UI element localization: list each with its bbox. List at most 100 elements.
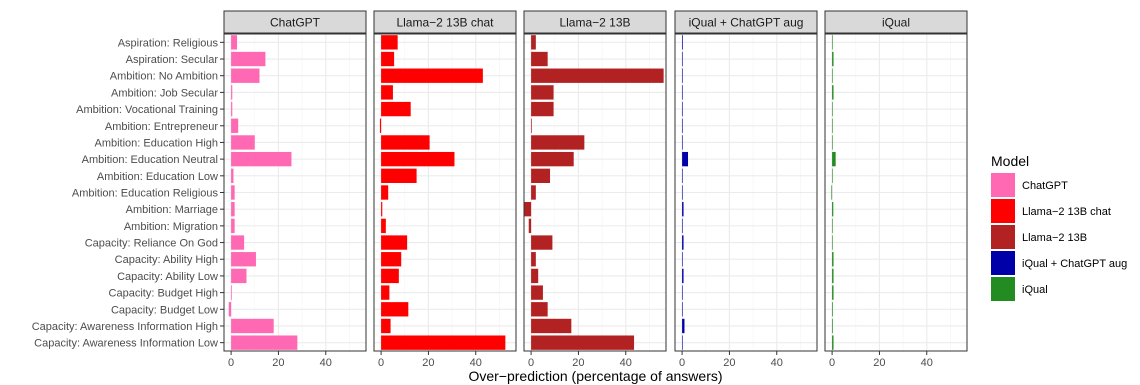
category-label: Capacity: Awareness Information High: [32, 321, 218, 333]
bar-llama-2-13b-chat: [381, 85, 393, 100]
bar-chatgpt: [231, 168, 234, 183]
category-label: Capacity: Budget High: [109, 288, 218, 300]
bar-llama-2-13b-chat: [381, 185, 389, 200]
category-label: Capacity: Awareness Information Low: [34, 338, 218, 350]
bar-iqual-chatgpt-aug: [682, 218, 683, 234]
bar-iqual-chatgpt-aug: [682, 118, 683, 133]
bar-iqual: [832, 135, 833, 150]
facet-strip-label: iQual: [882, 16, 910, 30]
bar-llama-2-13b-chat: [381, 68, 483, 83]
category-label: Ambition: Entrepreneur: [105, 121, 218, 133]
bar-iqual-chatgpt-aug: [682, 252, 683, 267]
bar-iqual: [832, 302, 833, 317]
category-label: Capacity: Ability High: [115, 254, 218, 266]
x-tick-label: 40: [771, 357, 783, 369]
bar-iqual-chatgpt-aug: [682, 185, 683, 200]
bar-chatgpt: [231, 202, 235, 217]
bar-chatgpt: [231, 235, 245, 250]
bar-iqual: [832, 335, 834, 350]
bar-iqual-chatgpt-aug: [682, 268, 684, 284]
bar-chatgpt: [231, 268, 247, 284]
bar-llama-2-13b-chat: [381, 235, 408, 250]
bar-chatgpt: [231, 35, 238, 50]
facet-strip-label: Llama−2 13B: [559, 16, 630, 30]
legend-label: iQual + ChatGPT aug: [1022, 258, 1127, 270]
facet-strip: [824, 10, 968, 34]
legend-label: ChatGPT: [1022, 180, 1068, 192]
panel-border: [824, 33, 968, 352]
bar-iqual: [832, 118, 833, 133]
category-label: Ambition: Migration: [124, 221, 218, 233]
bar-llama-2-13b: [531, 101, 554, 117]
bar-llama-2-13b: [531, 118, 532, 133]
facet-strip-label: iQual + ChatGPT aug: [689, 16, 804, 30]
category-label: Ambition: Education Religious: [72, 188, 219, 200]
bar-chatgpt: [231, 68, 260, 83]
x-tick-label: 20: [272, 357, 284, 369]
category-label: Aspiration: Secular: [126, 54, 219, 66]
bar-llama-2-13b-chat: [381, 51, 395, 67]
bar-iqual-chatgpt-aug: [682, 235, 684, 250]
bar-llama-2-13b-chat: [379, 118, 382, 133]
x-tick-label: 0: [679, 357, 685, 369]
bar-llama-2-13b-chat: [381, 285, 390, 300]
bar-llama-2-13b: [531, 135, 585, 150]
bar-llama-2-13b: [531, 318, 572, 334]
bar-llama-2-13b-chat: [381, 35, 398, 50]
legend-key: [991, 173, 1015, 197]
bar-chatgpt: [231, 318, 274, 334]
facet-strip: [223, 10, 367, 34]
x-tick-label: 40: [470, 357, 482, 369]
bar-chatgpt: [231, 252, 256, 267]
legend-key: [991, 251, 1015, 275]
bar-llama-2-13b: [531, 335, 635, 350]
bar-iqual-chatgpt-aug: [682, 68, 683, 83]
bar-llama-2-13b-chat: [381, 101, 411, 117]
bar-iqual: [832, 235, 833, 250]
category-label: Ambition: No Ambition: [110, 71, 218, 83]
category-label: Capacity: Reliance On God: [85, 238, 218, 250]
bar-iqual: [832, 268, 834, 284]
bar-iqual: [832, 218, 833, 234]
bar-iqual: [831, 185, 833, 200]
legend-label: iQual: [1022, 284, 1048, 296]
x-axis-title: Over−prediction (percentage of answers): [468, 368, 722, 384]
x-tick-label: 20: [723, 357, 735, 369]
bar-llama-2-13b-chat: [381, 218, 386, 234]
bar-iqual: [832, 318, 833, 334]
bar-llama-2-13b: [531, 35, 536, 50]
bar-llama-2-13b: [528, 218, 532, 234]
legend-key: [991, 277, 1015, 301]
bar-iqual: [832, 51, 834, 67]
facet-strip-label: Llama−2 13B chat: [396, 16, 494, 30]
category-label: Capacity: Budget Low: [111, 304, 218, 316]
bar-llama-2-13b: [531, 168, 551, 183]
legend-key: [991, 225, 1015, 249]
category-label: Aspiration: Religious: [118, 37, 219, 49]
facet-strip: [373, 10, 517, 34]
x-tick-label: 20: [572, 357, 584, 369]
panel-border: [674, 33, 818, 352]
bar-iqual: [832, 252, 834, 267]
bar-llama-2-13b: [531, 252, 536, 267]
x-tick-label: 40: [620, 357, 632, 369]
bar-llama-2-13b: [531, 235, 553, 250]
category-label: Capacity: Ability Low: [117, 271, 218, 283]
bar-llama-2-13b-chat: [381, 202, 383, 217]
bar-chatgpt: [228, 302, 232, 317]
bar-iqual: [832, 35, 833, 50]
bar-iqual-chatgpt-aug: [682, 151, 689, 167]
bar-iqual-chatgpt-aug: [682, 85, 683, 100]
bar-iqual-chatgpt-aug: [682, 168, 683, 183]
bar-llama-2-13b: [531, 268, 539, 284]
bar-iqual: [832, 151, 836, 167]
facet-strip: [674, 10, 818, 34]
x-tick-label: 0: [228, 357, 234, 369]
bar-llama-2-13b-chat: [381, 151, 455, 167]
bar-llama-2-13b-chat: [381, 252, 402, 267]
category-label: Ambition: Education Low: [97, 171, 218, 183]
legend-label: Llama−2 13B chat: [1022, 206, 1111, 218]
panel-border: [523, 33, 667, 352]
bar-llama-2-13b-chat: [381, 335, 506, 350]
bar-llama-2-13b: [531, 285, 543, 300]
